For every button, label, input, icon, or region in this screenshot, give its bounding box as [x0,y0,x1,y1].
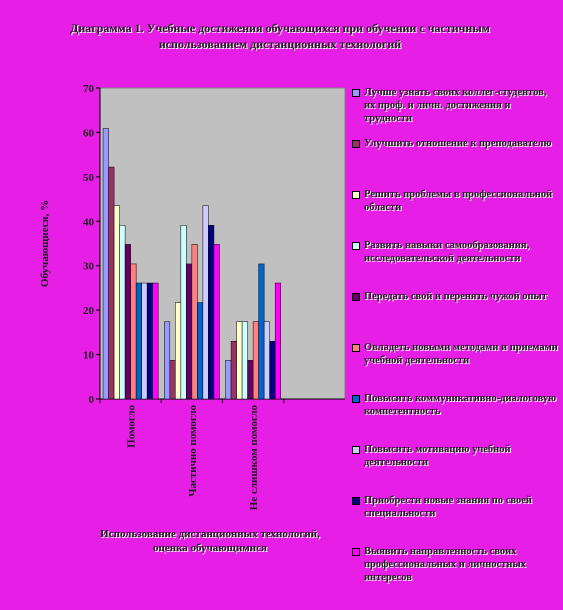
bar [119,225,126,400]
bar [102,128,109,400]
bar [180,225,187,400]
bar [186,263,193,400]
legend-label: Развить навыки самообразования, исследов… [364,240,530,264]
legend-item: Повысить мотивацию учебной деятельности [352,443,560,494]
legend-item: Приобрести новые знания по своей специал… [352,494,560,545]
legend-label: Повысить коммуникативно-диалоговую компе… [364,393,557,417]
bar [247,360,254,400]
legend-item: Решить проблемы в профессиональной облас… [352,188,560,239]
y-tick-label: 70 [83,83,95,95]
y-tick-label: 30 [83,261,95,273]
bar [241,321,248,400]
bar [252,321,259,400]
y-tick-label: 60 [83,127,95,139]
x-axis-label: Использование дистанционных технологий, … [100,528,320,554]
x-tick-label: Помогло [126,405,138,448]
bar [164,321,171,400]
x-tick-label: Не слишком помогло [248,405,260,511]
bar [191,244,198,400]
bar [230,340,237,400]
bar [108,166,115,400]
bar [175,302,182,400]
legend-item: Передать свой и перенять чужой опыт [352,290,560,341]
legend-swatch [352,548,360,556]
bar [213,244,220,400]
legend-swatch [352,395,360,403]
legend-item: Овладеть новыми методами и приемами учеб… [352,341,560,392]
legend-swatch [352,89,360,97]
legend-swatch [352,242,360,250]
bar [258,263,265,400]
bar [141,282,148,400]
legend-item: Улучшить отношение к преподавателю [352,137,560,188]
legend: Лучше узнать своих коллег-студентов, их … [352,86,560,596]
legend-swatch [352,191,360,199]
legend-label: Выявить направленность своих профессиона… [364,546,526,583]
legend-label: Улучшить отношение к преподавателю [364,138,552,149]
y-tick-label: 40 [83,216,95,228]
chart-title: Диаграмма 1. Учебные достижения обучающи… [70,21,490,51]
bar [169,360,176,400]
bar [113,205,120,400]
legend-item: Повысить коммуникативно-диалоговую компе… [352,392,560,443]
legend-swatch [352,497,360,505]
bar [197,302,204,400]
bar [130,263,137,400]
bar [146,282,153,400]
bar [263,321,270,400]
legend-label: Повысить мотивацию учебной деятельности [364,444,511,468]
legend-item: Выявить направленность своих профессиона… [352,545,560,596]
legend-label: Решить проблемы в профессиональной облас… [364,189,553,213]
legend-swatch [352,344,360,352]
legend-swatch [352,293,360,301]
legend-label: Передать свой и перенять чужой опыт [364,291,547,302]
bar [236,321,243,400]
y-tick-label: 10 [83,350,95,362]
y-tick-label: 20 [83,305,95,317]
bar [124,244,131,400]
x-tick-label: Частично помогло [187,405,199,497]
legend-label: Приобрести новые знания по своей специал… [364,495,532,519]
bar [202,205,209,400]
bar [269,340,276,400]
bar [274,282,281,400]
legend-item: Лучше узнать своих коллег-студентов, их … [352,86,560,137]
y-tick-label: 0 [89,394,95,406]
legend-item: Развить навыки самообразования, исследов… [352,239,560,290]
bar [152,282,159,400]
bar [135,282,142,400]
y-tick-label: 50 [83,172,95,184]
y-axis-label: Обучающиеся, % [39,200,51,287]
legend-label: Лучше узнать своих коллег-студентов, их … [364,87,547,124]
legend-label: Овладеть новыми методами и приемами учеб… [364,342,558,366]
legend-swatch [352,446,360,454]
bar [208,225,215,400]
legend-swatch [352,140,360,148]
bar [225,360,232,400]
